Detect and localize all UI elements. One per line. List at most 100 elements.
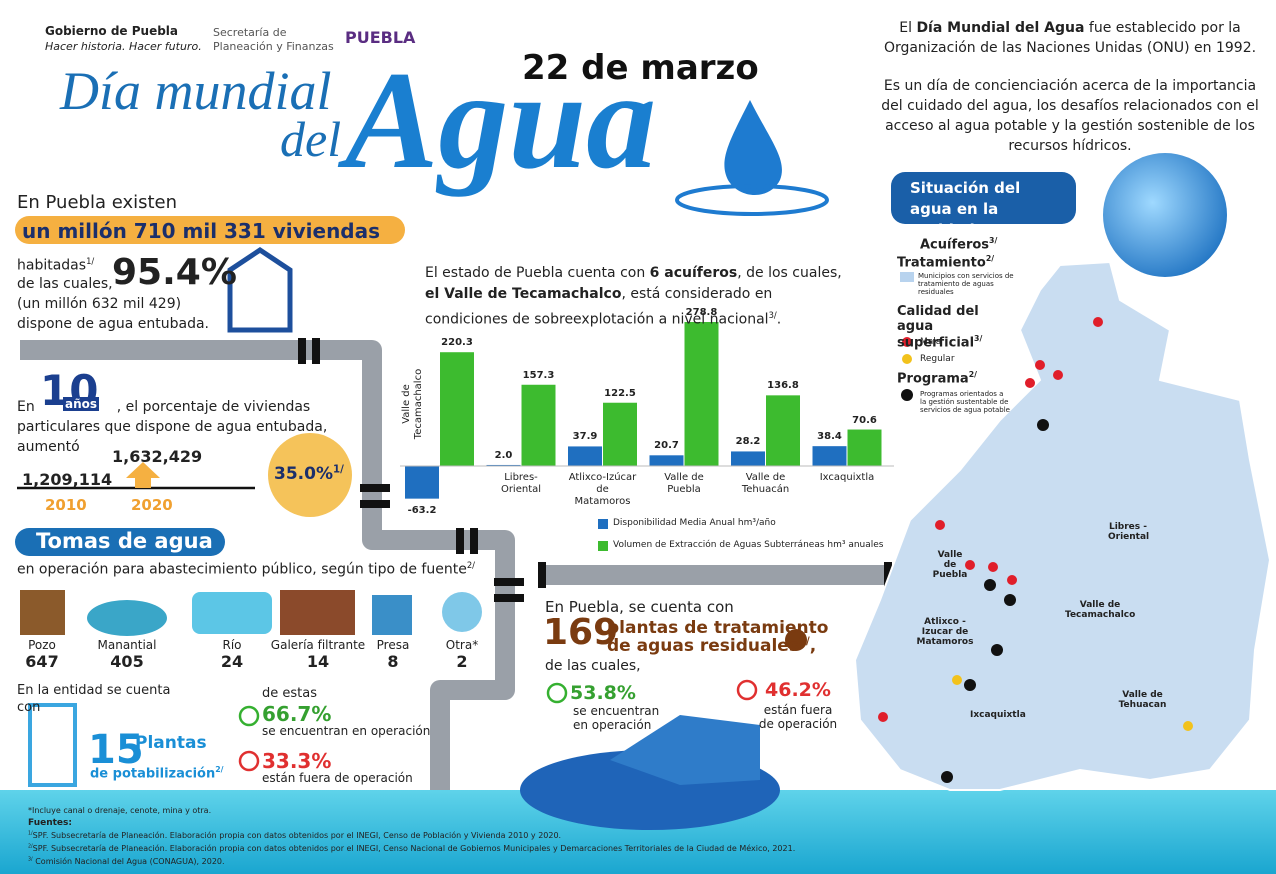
plant-label: de aguas residuales2/, [607,636,816,656]
legend-item: Mala [920,337,942,347]
text: Comisión Nacional del Agua (CONAGUA), 20… [32,857,225,866]
text: de las cuales, [17,276,113,292]
category-label: Atlixco-Izúcar de Matamoros [568,472,637,507]
program [941,771,953,783]
legend-programa [901,389,913,401]
value-label: 37.9 [572,431,598,443]
drop [988,562,998,572]
plant-label: plantas de tratamiento [607,618,829,638]
map-drops [878,317,1103,722]
note: 1/ [28,831,33,837]
icon-galeria [280,590,355,635]
value-label: 136.8 [767,380,799,392]
year: 2010 [45,496,87,514]
category-label: Valle de Tehuacán [741,472,790,495]
text: En la entidad se cuenta [17,683,171,698]
text: habitadas [17,257,87,274]
region-label: Libres - Oriental [1108,522,1150,542]
text-bold: 6 acuíferos [649,265,738,281]
text: Calidad del agua superficial [897,304,979,351]
bar [486,464,521,466]
text-bold: Día Mundial del Agua [916,20,1085,36]
region-label: Atlixco - Izucar de Matamoros [916,617,974,647]
text: (un millón 632 mil 429) [17,296,182,312]
legend-label: Volumen de Extracción de Aguas Subterrán… [613,540,884,550]
value: 1,632,429 [112,447,203,466]
drop [1093,317,1103,327]
footnote: *Incluye canal o drenaje, cenote, mina y… [28,806,212,815]
source-line: 3/ Comisión Nacional del Agua (CONAGUA),… [28,857,225,866]
note: 1/ [86,256,95,266]
text: El estado de Puebla cuenta con [425,265,650,281]
text: de las cuales, [545,658,641,674]
joint [298,338,306,364]
text: se encuentran en operación [573,704,660,732]
percent: 53.8% [570,682,636,704]
highlight-band [15,216,405,244]
icon-otra [442,592,482,632]
note: 2/ [968,370,977,379]
value-label: 38.4 [817,431,842,443]
logo-text: PUEBLA [345,28,416,47]
intro-paragraph: El Día Mundial del Agua fue establecido … [875,18,1265,58]
text: SPF. Subsecretaría de Planeación. Elabor… [32,844,796,853]
legend-item: Programas orientados a la gestión susten… [920,390,1010,414]
note: 3/ [28,857,33,863]
source-line: 2/SPF. Subsecretaría de Planeación. Elab… [28,844,795,853]
plant-icon [28,703,77,787]
value: 1,209,114 [22,470,113,489]
legend-item: Regular [920,354,955,364]
pipe-main [20,340,515,790]
cross-icon [736,679,758,701]
text: con [17,700,41,715]
plant-number: 169 [543,612,619,653]
program [984,579,996,591]
icon-rio [192,592,272,634]
legend-regular [902,354,912,364]
plant-label: Plantas [135,733,207,753]
drop [1053,370,1063,380]
text: están fuera de operación [262,771,413,785]
increase-circle [268,433,352,517]
source-label: Otra* [445,638,479,652]
text-bold: el Valle de Tecamachalco [425,286,622,302]
drop [878,712,888,722]
source-label: Presa [376,638,410,652]
text: SPF. Subsecretaría de Planeación. Elabor… [32,831,562,840]
title-main: Agua [345,43,657,198]
bar [521,384,556,466]
plant-label: de potabilización2/ [90,765,224,781]
drop [965,560,975,570]
intro-paragraph: Es un día de concienciación acerca de la… [881,78,1259,154]
drop [1007,575,1017,585]
check-icon [546,682,568,704]
legend-swatch [900,272,914,282]
joint [494,594,524,602]
year: 2020 [131,496,173,514]
aquifers-text: El estado de Puebla cuenta con 6 acuífer… [425,263,845,331]
text: , [809,636,817,656]
percent: 46.2% [765,679,831,701]
logo-text: Secretaría de [213,26,287,39]
icon-pozo [20,590,65,635]
legend-heading: Calidad del agua superficial3/ [897,304,1017,350]
source-label: Pozo [28,638,56,652]
joint [884,562,892,588]
decade-unit: años [63,397,100,411]
joint [456,528,464,554]
source-value: 24 [220,652,244,671]
value-label: 220.3 [441,337,473,349]
text: En Puebla, se cuenta con [545,598,734,616]
pipe [20,340,890,790]
text: están fuera de operación [758,703,838,731]
legend-heading: Tratamiento2/ [897,254,994,270]
section-title: Tomas de agua [36,529,213,553]
value-label: 122.5 [604,387,636,399]
legend-swatch [598,541,608,551]
pipe-joints [298,338,892,602]
joint [470,528,478,554]
category-label: Valle de Puebla [664,472,704,495]
value-label: -63.2 [407,504,437,516]
